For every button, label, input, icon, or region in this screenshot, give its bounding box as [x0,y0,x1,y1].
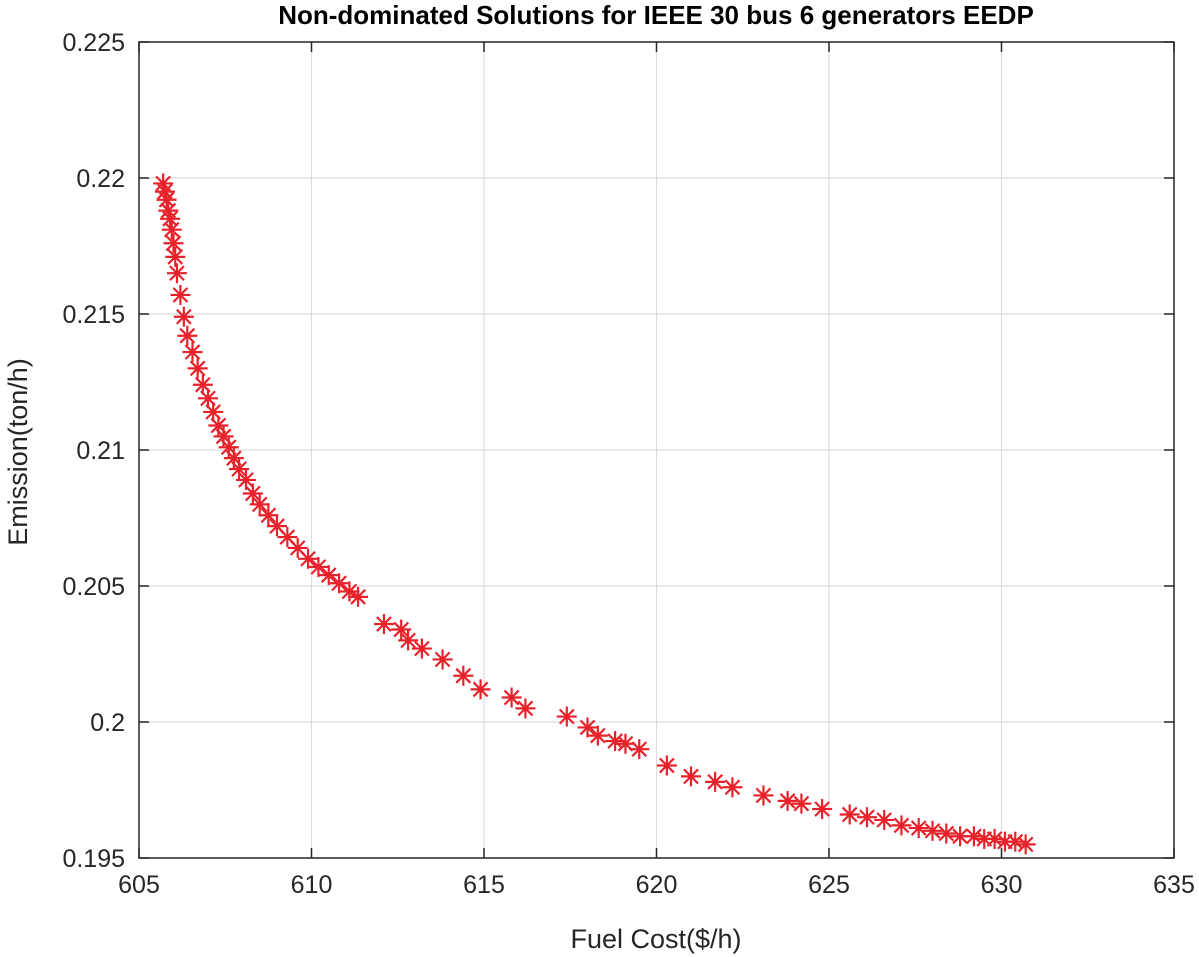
data-point [229,459,250,480]
data-point [411,638,432,659]
data-point [298,548,319,569]
y-tick-label: 0.22 [76,165,125,193]
data-point [166,263,187,284]
y-tick-label: 0.195 [62,845,125,873]
x-tick-label: 605 [118,871,160,899]
x-tick-label: 635 [1153,871,1195,899]
data-point [235,469,256,490]
x-tick-label: 630 [981,871,1023,899]
data-point [308,556,329,577]
grid [139,42,1174,858]
x-tick-label: 625 [808,871,850,899]
data-point [812,799,833,820]
data-point [373,614,394,635]
data-point [182,342,203,363]
data-point [556,706,577,727]
data-point [891,815,912,836]
data-markers [153,173,1036,855]
x-tick-label: 610 [291,871,333,899]
data-point [161,219,182,240]
data-point [432,649,453,670]
data-point [656,755,677,776]
x-axis-label: Fuel Cost($/h) [570,924,741,954]
data-point [249,494,270,515]
data-point [165,246,186,267]
data-point [629,739,650,760]
data-point [587,725,608,746]
data-point [839,804,860,825]
data-point [160,208,181,229]
data-point [170,284,191,305]
data-point [705,771,726,792]
data-point [908,818,929,839]
data-point [398,630,419,651]
data-point [922,820,943,841]
x-tick-label: 620 [636,871,678,899]
data-point [874,809,895,830]
data-point [348,586,369,607]
data-point [453,665,474,686]
data-point [1015,834,1036,855]
y-tick-label: 0.21 [76,437,125,465]
data-point [177,325,198,346]
data-point [936,823,957,844]
data-point [791,793,812,814]
data-point [777,790,798,811]
data-point [753,785,774,806]
data-point [681,766,701,787]
y-tick-label: 0.205 [62,573,125,601]
data-point [391,619,412,640]
data-point [242,483,263,504]
data-point [258,505,279,526]
chart-title: Non-dominated Solutions for IEEE 30 bus … [278,0,1034,30]
data-point [318,565,339,586]
data-point [187,358,208,379]
axis-ticks: 605 610 615 620 625 630 635 0.195 0.2 0.205 0.21 0.… [62,29,1194,899]
data-point [277,527,298,548]
data-point [722,777,743,798]
data-point [163,233,184,254]
data-point [501,687,522,708]
data-point [470,679,491,700]
y-axis-label: Emission(ton/h) [3,358,33,546]
data-point [577,717,598,738]
y-tick-label: 0.215 [62,301,125,329]
data-point [329,573,350,594]
y-tick-label: 0.225 [62,29,125,57]
data-point [856,807,877,828]
x-tick-label: 615 [463,871,505,899]
data-point [173,306,194,327]
data-point [515,698,536,719]
y-tick-label: 0.2 [90,709,125,737]
